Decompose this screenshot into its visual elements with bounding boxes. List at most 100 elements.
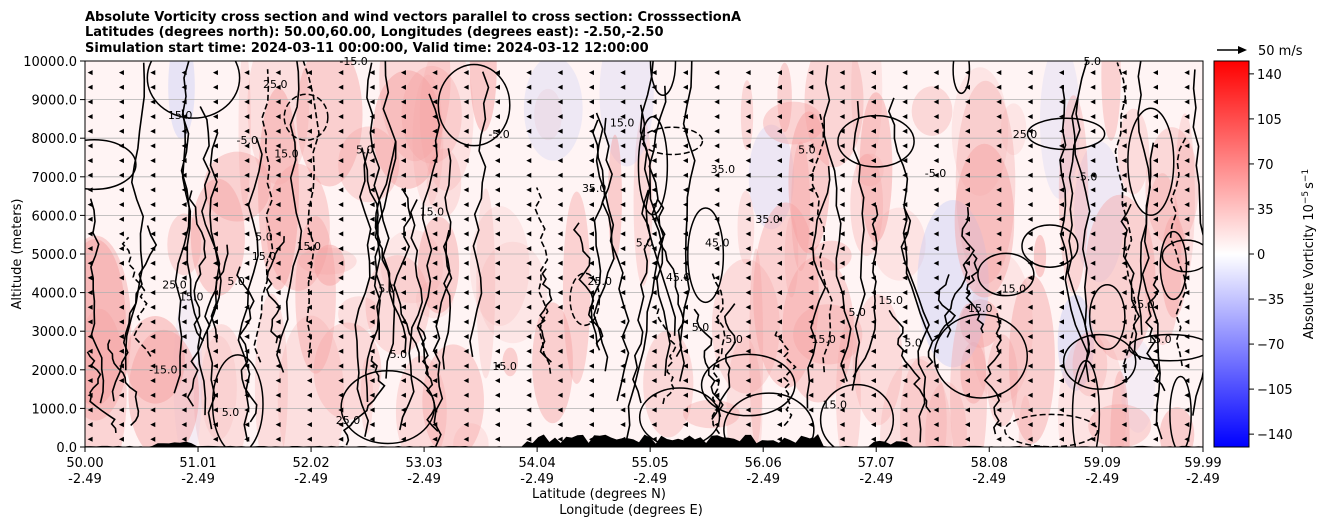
wind-vector (526, 99, 532, 105)
y-tick-label: 4000.0 (32, 287, 78, 302)
wind-vector (463, 304, 469, 310)
wind-vector (181, 187, 187, 193)
wind-vector (1058, 260, 1064, 266)
wind-vector (400, 348, 406, 354)
wind-vector (212, 436, 218, 442)
wind-vector (1152, 216, 1158, 222)
wind-vector (1027, 422, 1033, 428)
wind-vector (714, 84, 720, 90)
wind-vector (432, 246, 438, 252)
wind-vector (1027, 143, 1033, 149)
wind-vector (682, 202, 688, 208)
wind-vector (964, 260, 970, 266)
wind-vector (839, 202, 845, 208)
wind-vector (1058, 392, 1064, 398)
wind-vector (338, 334, 344, 340)
wind-vector (588, 304, 594, 310)
wind-vector (745, 275, 751, 281)
wind-vector (745, 231, 751, 237)
colorbar-label-main: Absolute Vorticity 10 (1302, 204, 1317, 339)
wind-vector (244, 202, 250, 208)
wind-vector (181, 392, 187, 398)
wind-vector (181, 436, 187, 442)
wind-vector (1152, 319, 1158, 325)
wind-vector (275, 319, 281, 325)
wind-vector (1121, 70, 1127, 76)
wind-vector (400, 378, 406, 384)
wind-vector (1121, 216, 1127, 222)
wind-vector (964, 70, 970, 76)
wind-vector (1184, 436, 1190, 442)
wind-vector (181, 290, 187, 296)
wind-vector (776, 319, 782, 325)
contour-label: 5.0 (848, 306, 866, 319)
wind-vector (839, 172, 845, 178)
positive-vorticity-region (1088, 404, 1152, 447)
wind-vector (557, 172, 563, 178)
contour-label: 5.0 (255, 230, 273, 243)
wind-vector (494, 436, 500, 442)
contour-loop (723, 392, 815, 447)
wind-vector (776, 128, 782, 134)
wind-vector (494, 407, 500, 413)
wind-vector (933, 216, 939, 222)
positive-vorticity-region (784, 215, 799, 298)
wind-vector (1152, 260, 1158, 266)
wind-vector (400, 290, 406, 296)
wind-vector (181, 70, 187, 76)
wind-vector (1090, 392, 1096, 398)
contour-label: 5.0 (725, 333, 743, 346)
contour-line (639, 61, 677, 336)
wind-vector (1184, 172, 1190, 178)
positive-vorticity-region (296, 61, 363, 187)
wind-vector (400, 216, 406, 222)
contour-label: 35.0 (755, 213, 780, 226)
contour-label: 5.0 (636, 236, 654, 249)
wind-vector (588, 187, 594, 193)
positive-vorticity-region (266, 163, 330, 291)
wind-vector (1027, 319, 1033, 325)
wind-vector (275, 363, 281, 369)
wind-vector (87, 216, 93, 222)
wind-vector (1184, 202, 1190, 208)
y-tick-label: 9000.0 (32, 94, 78, 109)
wind-vector (776, 143, 782, 149)
wind-vector (588, 70, 594, 76)
wind-vector (212, 422, 218, 428)
x-tick-label-lon: -2.49 (1085, 472, 1119, 487)
wind-vector (1152, 202, 1158, 208)
contour-loop (1169, 375, 1192, 447)
wind-vector (839, 334, 845, 340)
wind-vector (275, 392, 281, 398)
wind-vector (1058, 275, 1064, 281)
wind-vector (714, 114, 720, 120)
wind-vector (526, 348, 532, 354)
wind-vector (306, 392, 312, 398)
wind-vector (1121, 304, 1127, 310)
wind-vector (87, 143, 93, 149)
wind-vector (118, 70, 124, 76)
wind-vector (902, 304, 908, 310)
wind-vector (87, 84, 93, 90)
wind-vector (620, 304, 626, 310)
wind-vector (996, 114, 1002, 120)
wind-vector (338, 436, 344, 442)
wind-vector (1121, 334, 1127, 340)
positive-vorticity-region (804, 61, 864, 168)
positive-vorticity-region (872, 207, 926, 281)
wind-vector (118, 363, 124, 369)
wind-vector (964, 114, 970, 120)
wind-vector (150, 172, 156, 178)
wind-vector (870, 143, 876, 149)
wind-vector (620, 407, 626, 413)
positive-vorticity-region (190, 178, 245, 296)
wind-vector (620, 202, 626, 208)
wind-vector (150, 187, 156, 193)
wind-vector (494, 231, 500, 237)
wind-vector (87, 187, 93, 193)
wind-vector (682, 99, 688, 105)
wind-vector (902, 128, 908, 134)
wind-vector (212, 392, 218, 398)
positive-vorticity-region (788, 111, 830, 254)
wind-vector (714, 99, 720, 105)
